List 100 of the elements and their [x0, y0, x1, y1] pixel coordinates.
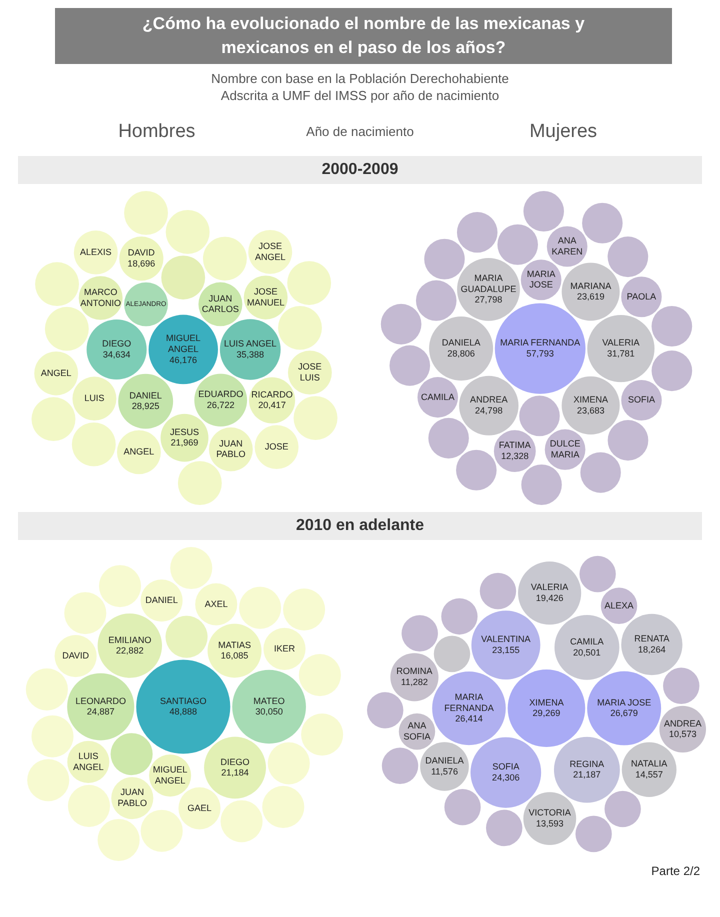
data-label: 31,781 [606, 348, 634, 358]
data-label: 10,573 [668, 729, 696, 740]
data-label: 57,793 [526, 348, 554, 358]
category-label: FATIMA [498, 440, 530, 450]
category-label: MARIA JOSE [596, 697, 651, 708]
data-label: 22,882 [116, 646, 144, 656]
category-label: VALENTINA [480, 634, 530, 644]
category-label: SANTIAGO [159, 696, 206, 706]
category-label: VICTORIA [528, 808, 570, 818]
category-label: EDUARDO [198, 389, 243, 400]
text: Parte 2/2 [650, 864, 700, 878]
text: Mujeres [528, 121, 598, 143]
category-label: ANDREA [470, 394, 508, 405]
data-label: 46,176 [169, 354, 197, 365]
category-label: MARIA GUADALUPE [460, 273, 516, 294]
category-label: ROMINA [396, 666, 432, 676]
text: Hombres [117, 121, 196, 143]
category-label: DIEGO [102, 338, 131, 349]
category-label: XIMENA [528, 697, 564, 708]
data-label: 23,683 [576, 405, 604, 416]
category-label: VALERIA [530, 582, 568, 592]
data-label: 20,417 [258, 400, 286, 410]
text: 2000-2009 [18, 156, 702, 184]
data-label: 26,414 [454, 714, 482, 724]
data-label: 16,085 [220, 650, 248, 661]
category-label: JOSE [264, 442, 288, 452]
category-label: CAMILA [570, 636, 604, 646]
data-label: 21,184 [220, 768, 248, 778]
category-label: JOSE LUIS [298, 362, 322, 382]
category-label: JUAN CARLOS [201, 293, 238, 314]
category-label: MARIA FERNANDA [444, 692, 494, 713]
data-label: 29,269 [532, 708, 560, 718]
category-label: ALEXIS [80, 246, 112, 257]
data-label: 18,264 [638, 644, 666, 654]
data-label: 21,969 [170, 438, 198, 448]
category-label: LUIS ANGEL [223, 338, 276, 349]
text: Nombre con base en la Población Derechohabiente Adscrita a UMF del IMSS por año de nacimiento [210, 70, 510, 104]
category-label: CAMILA [420, 392, 454, 402]
category-label: MIGUEL ANGEL [166, 333, 200, 354]
category-label: DANIELA [424, 756, 464, 766]
category-label: XIMENA [572, 394, 608, 405]
category-label: DAVID [127, 248, 155, 258]
category-label: AXEL [204, 598, 228, 609]
category-label: REGINA [569, 758, 604, 769]
data-label: 13,593 [535, 818, 564, 828]
category-label: DANIELA [441, 338, 480, 348]
category-label: ANDREA [663, 718, 701, 728]
category-label: RENATA [634, 634, 669, 644]
category-label: JUAN PABLO [216, 438, 246, 460]
category-label: JOSE ANGEL [254, 241, 285, 262]
data-label: 14,557 [634, 770, 662, 780]
data-label: 23,155 [492, 644, 520, 655]
category-label: DANIEL [144, 595, 178, 606]
data-label: 34,634 [102, 349, 130, 360]
data-label: 18,696 [127, 258, 155, 269]
data-label: 24,798 [474, 406, 502, 416]
category-label: MARIA FERNANDA [500, 338, 580, 348]
data-label: 24,887 [86, 706, 114, 717]
text: 2010 en adelante [18, 512, 702, 540]
category-label: VALERIA [602, 338, 640, 348]
data-label: 35,388 [236, 349, 264, 360]
category-label: ANGEL [40, 368, 71, 378]
category-label: MARIANA [570, 280, 611, 291]
data-label: 11,576 [430, 766, 458, 776]
category-label: PAOLA [626, 291, 656, 302]
data-label: 26,722 [206, 400, 234, 410]
data-label: 48,888 [168, 706, 196, 717]
text: ¿Cómo ha evolucionado el nombre de las mexicanas y mexicanos en el paso de los años? [55, 8, 672, 64]
category-label: ALEXA [604, 600, 634, 610]
data-label: 19,426 [535, 592, 563, 603]
category-label: MATEO [252, 696, 284, 706]
category-label: NATALIA [630, 758, 667, 769]
data-label: 27,798 [474, 294, 502, 305]
category-label: IKER [273, 643, 295, 654]
data-label: 20,501 [572, 647, 600, 658]
category-label: ANGEL [123, 446, 154, 457]
category-label: RICARDO [250, 389, 292, 400]
data-label: 23,619 [576, 292, 604, 302]
data-label: 28,806 [446, 348, 474, 358]
data-label: 11,282 [400, 677, 428, 688]
category-label: DIEGO [220, 756, 250, 767]
text: Año de nacimiento [305, 124, 415, 140]
category-label: DULCE MARIA [549, 438, 580, 460]
category-label: MATIAS [218, 640, 250, 650]
category-label: MIGUEL ANGEL [152, 764, 187, 786]
data-label: 12,328 [500, 450, 528, 461]
category-label: LUIS [84, 393, 104, 404]
category-label: JOSE MANUEL [246, 286, 284, 308]
category-label: LUIS ANGEL [72, 751, 104, 772]
data-label: 28,925 [131, 401, 159, 412]
category-label: SOFIA [492, 762, 519, 772]
data-label: 30,050 [254, 706, 282, 717]
category-label: EMILIANO [108, 634, 151, 645]
category-label: DAVID [62, 650, 90, 661]
category-label: JESUS [169, 426, 199, 437]
category-label: MARIA JOSE [526, 268, 555, 290]
category-label: GAEL [187, 802, 212, 813]
category-label: ANA KAREN [551, 236, 582, 256]
category-label: SOFIA [627, 394, 654, 405]
category-label: MARCO ANTONIO [80, 287, 120, 308]
